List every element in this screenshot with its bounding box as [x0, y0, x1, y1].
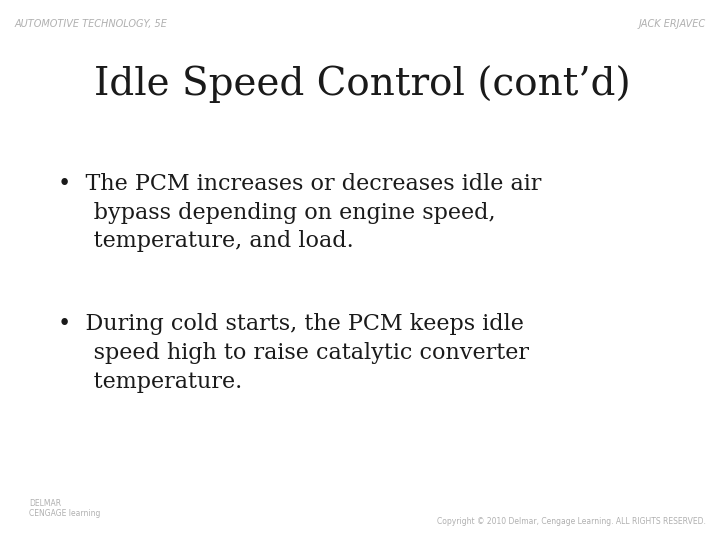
Text: Idle Speed Control (cont’d): Idle Speed Control (cont’d)	[94, 65, 630, 103]
Text: •  During cold starts, the PCM keeps idle
     speed high to raise catalytic con: • During cold starts, the PCM keeps idle…	[58, 313, 528, 393]
Text: JACK ERJAVEC: JACK ERJAVEC	[639, 19, 706, 29]
Text: DELMAR
CENGAGE learning: DELMAR CENGAGE learning	[29, 499, 100, 518]
Text: Copyright © 2010 Delmar, Cengage Learning. ALL RIGHTS RESERVED.: Copyright © 2010 Delmar, Cengage Learnin…	[437, 517, 706, 526]
Text: •  The PCM increases or decreases idle air
     bypass depending on engine speed: • The PCM increases or decreases idle ai…	[58, 173, 541, 252]
Text: AUTOMOTIVE TECHNOLOGY, 5E: AUTOMOTIVE TECHNOLOGY, 5E	[14, 19, 167, 29]
